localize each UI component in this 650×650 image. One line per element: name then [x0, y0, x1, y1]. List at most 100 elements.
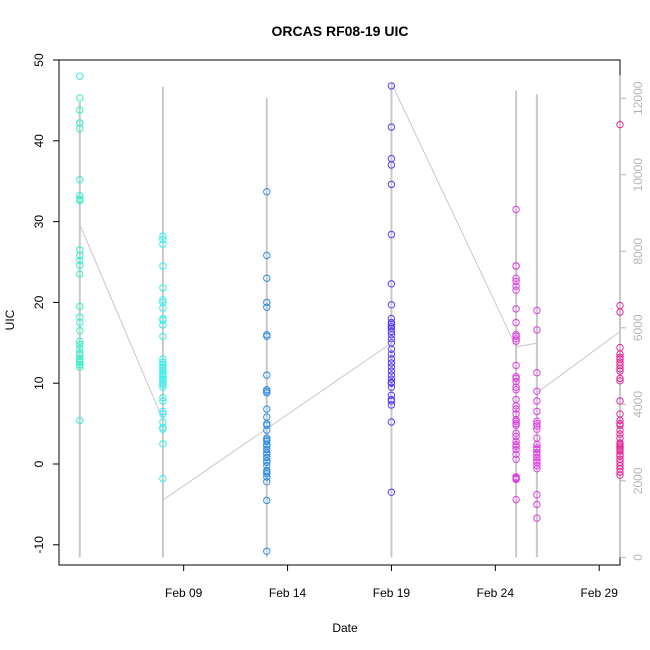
- y-left-tick-label: 40: [32, 134, 46, 148]
- data-point: [263, 303, 271, 311]
- x-tick-label: Feb 29: [581, 586, 619, 600]
- data-point: [387, 123, 396, 131]
- data-point: [533, 514, 541, 522]
- data-point: [159, 316, 167, 324]
- data-point: [512, 277, 520, 286]
- background-series-layer: [78, 75, 621, 558]
- x-tick-label: Feb 24: [477, 586, 515, 600]
- data-point: [159, 425, 167, 433]
- y-axis-label: UIC: [3, 309, 17, 330]
- data-point: [616, 468, 624, 476]
- data-point: [159, 381, 167, 389]
- data-point: [387, 359, 396, 367]
- data-point: [263, 458, 271, 467]
- data-point: [76, 251, 84, 260]
- data-point: [616, 374, 624, 383]
- data-point: [512, 318, 520, 327]
- data-point: [616, 365, 624, 373]
- data-point: [76, 360, 84, 369]
- data-point: [76, 337, 84, 345]
- y-left-tick-label: -10: [32, 536, 46, 554]
- data-point: [387, 383, 396, 391]
- data-point: [533, 397, 541, 405]
- y-axis-right: 0 2000 4000 6000 8000 10000 12000: [620, 81, 645, 561]
- data-point: [533, 500, 541, 509]
- data-point: [512, 332, 520, 340]
- data-point: [387, 418, 396, 426]
- data-point: [387, 345, 396, 353]
- data-point: [76, 246, 84, 254]
- y-right-tick-label: 0: [631, 554, 645, 561]
- data-point: [512, 361, 520, 370]
- data-point: [616, 471, 624, 479]
- x-tick-label: Feb 09: [165, 586, 203, 600]
- data-point: [263, 547, 271, 555]
- data-point: [387, 230, 396, 239]
- data-point: [263, 437, 271, 446]
- data-point: [76, 192, 84, 200]
- data-point: [533, 491, 541, 499]
- data-point: [159, 235, 167, 244]
- data-point: [512, 495, 520, 504]
- data-point: [387, 331, 396, 339]
- data-point: [512, 305, 520, 313]
- data-point: [512, 335, 520, 343]
- data-point: [387, 355, 396, 363]
- data-point: [387, 350, 396, 358]
- data-point: [512, 337, 520, 345]
- data-point: [533, 465, 541, 473]
- data-point: [76, 358, 84, 366]
- data-point: [159, 298, 167, 307]
- data-point: [76, 106, 84, 114]
- data-point: [159, 383, 167, 391]
- data-point: [387, 320, 396, 328]
- data-point: [387, 401, 396, 409]
- data-point: [76, 340, 84, 349]
- data-point: [76, 302, 84, 311]
- y-right-tick-label: 8000: [631, 238, 645, 265]
- y-left-tick-label: 50: [32, 53, 46, 67]
- background-trend-line: [79, 82, 621, 501]
- data-point: [263, 298, 271, 307]
- data-point: [533, 387, 541, 395]
- data-point: [512, 410, 520, 418]
- data-point: [76, 363, 84, 371]
- data-point: [533, 417, 541, 425]
- data-point: [512, 450, 520, 458]
- data-point: [533, 326, 541, 334]
- y-right-tick-label: 12000: [631, 81, 645, 115]
- data-point: [533, 419, 541, 428]
- y-left-tick-label: 0: [32, 460, 46, 467]
- data-point: [512, 282, 520, 290]
- data-point: [159, 418, 167, 426]
- data-point: [533, 453, 541, 462]
- data-point: [512, 475, 520, 484]
- data-point: [76, 351, 84, 359]
- data-point: [159, 262, 167, 270]
- data-point: [159, 367, 167, 375]
- data-point: [512, 402, 520, 410]
- data-point: [387, 363, 396, 371]
- data-point: [616, 350, 624, 358]
- data-point: [263, 389, 271, 397]
- data-point: [387, 488, 396, 496]
- data-point: [159, 321, 167, 329]
- data-point: [616, 426, 624, 434]
- data-point: [616, 308, 624, 316]
- data-point: [263, 470, 271, 478]
- data-point: [263, 473, 271, 481]
- data-point: [159, 407, 167, 416]
- x-tick-label: Feb 14: [269, 586, 307, 600]
- data-point: [533, 422, 541, 430]
- data-point: [512, 374, 520, 383]
- data-point: [387, 397, 396, 405]
- data-point: [159, 232, 167, 240]
- data-point: [616, 367, 624, 375]
- data-points-layer: [76, 72, 624, 555]
- data-point: [387, 161, 396, 169]
- data-point: [512, 417, 520, 425]
- data-point: [616, 416, 624, 425]
- data-point: [387, 367, 396, 375]
- x-axis: Feb 09 Feb 14 Feb 19 Feb 24 Feb 29: [165, 565, 618, 600]
